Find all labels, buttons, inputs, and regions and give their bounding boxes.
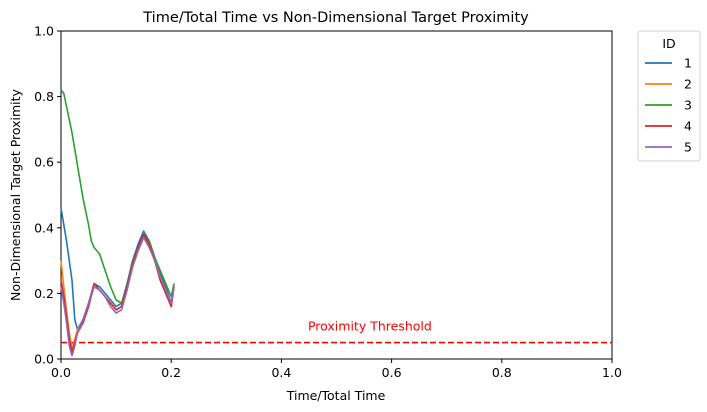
x-tick-label: 0.4 [271,365,291,380]
series-line-5 [60,236,175,357]
x-tick-label: 0.0 [51,365,71,380]
x-axis-ticks: 0.0 0.2 0.4 0.6 0.8 1.0 [51,359,622,380]
y-tick-label: 0.6 [34,155,54,170]
chart-title: Time/Total Time vs Non-Dimensional Targe… [142,10,529,26]
y-tick-label: 0.8 [34,89,54,104]
series-group [60,89,175,357]
legend-title: ID [662,36,675,51]
y-axis-ticks: 0.0 0.2 0.4 0.6 0.8 1.0 [34,24,61,367]
x-tick-label: 0.6 [382,365,402,380]
y-tick-label: 1.0 [34,24,54,39]
legend-label-1: 1 [684,56,692,71]
plot-frame [60,30,613,360]
legend: ID 1 2 3 4 5 [637,30,701,162]
legend-label-5: 5 [684,140,692,155]
proximity-threshold-label: Proximity Threshold [308,319,432,334]
y-tick-label: 0.2 [34,286,54,301]
plot-area [60,30,613,360]
x-tick-label: 0.2 [161,365,181,380]
x-tick-label: 0.8 [492,365,512,380]
y-tick-label: 0.0 [34,352,54,367]
x-tick-label: 1.0 [602,365,622,380]
threshold-group: Proximity Threshold [61,319,612,344]
series-line-3 [60,89,175,305]
legend-label-2: 2 [684,77,692,92]
series-line-4 [60,233,175,354]
legend-items: 1 2 3 4 5 [645,56,692,155]
x-axis-label: Time/Total Time [286,388,386,403]
y-tick-label: 0.4 [34,220,54,235]
legend-label-4: 4 [684,119,692,134]
y-axis-label: Non-Dimensional Target Proximity [8,88,23,300]
legend-label-3: 3 [684,98,692,113]
